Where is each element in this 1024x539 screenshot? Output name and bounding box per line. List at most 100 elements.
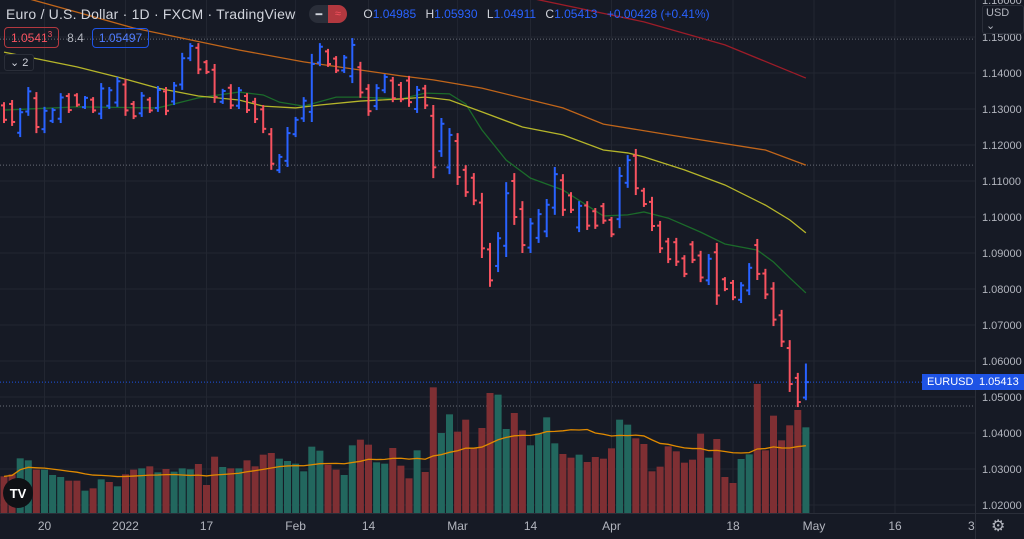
ohlc-bar: [543, 199, 550, 238]
visibility-toggle[interactable]: ━ ≈: [309, 5, 348, 23]
volume-bar: [640, 444, 648, 513]
ohlc-bar: [325, 48, 331, 67]
ohlc-bar: [252, 97, 259, 124]
ohlc-bar: [657, 220, 664, 253]
last-price-tag: EURUSD 1.05413: [922, 374, 1024, 390]
symbol-title[interactable]: Euro / U.S. Dollar · 1D · FXCM · Trading…: [6, 6, 296, 22]
volume-bar: [729, 483, 737, 513]
ohlc-bar: [195, 43, 202, 75]
volume-bar: [664, 446, 672, 513]
trade-panel: 1.05413 8.4 1.05497: [4, 27, 150, 48]
volume-bar: [275, 458, 283, 513]
ohlc-bar: [163, 87, 169, 116]
volume-bar: [527, 445, 534, 513]
ohlc-bar: [114, 76, 121, 107]
tradingview-logo[interactable]: TV: [3, 478, 33, 508]
ohlc-bar: [551, 166, 558, 215]
volume-bar: [575, 454, 583, 513]
ohlc-bar: [446, 128, 453, 175]
volume-bar: [713, 439, 721, 513]
price-tick-label: 1.15000: [982, 32, 1022, 44]
ohlc-bar: [9, 100, 16, 126]
ohlc-bar: [721, 277, 728, 292]
ohlc-bar: [187, 43, 194, 62]
bid-price: 1.0541: [11, 31, 48, 45]
open-value: 1.04985: [372, 7, 417, 21]
ohlc-bar: [284, 127, 291, 167]
minus-icon[interactable]: ━: [315, 8, 323, 21]
volume-bar: [65, 480, 73, 513]
currency-label: USD: [986, 7, 1010, 19]
chevron-down-icon: ⌄: [10, 57, 20, 69]
ohlc-bar: [57, 93, 64, 124]
ohlc-bar: [171, 82, 178, 106]
volume-bar: [49, 475, 57, 513]
price-tick-label: 1.16000: [982, 0, 1022, 7]
chart-legend: Euro / U.S. Dollar · 1D · FXCM · Trading…: [6, 5, 710, 23]
ohlc-bar: [122, 79, 129, 116]
ohlc-bar: [276, 154, 283, 174]
volume-bar: [365, 444, 372, 513]
ohlc-bar: [705, 254, 712, 286]
price-tick-label: 1.07000: [982, 320, 1022, 332]
approx-icon[interactable]: ≈: [328, 5, 348, 23]
volume-bar: [227, 468, 235, 513]
bid-pip: 3: [47, 30, 53, 39]
volume-bar: [235, 468, 243, 513]
volume-bar: [194, 464, 202, 513]
last-price-symbol: EURUSD: [927, 376, 974, 388]
indicators-toggle[interactable]: ⌄ 2: [4, 54, 35, 71]
volume-bar: [405, 478, 413, 513]
ohlc-bar: [430, 105, 437, 179]
volume-bar: [340, 475, 348, 513]
ohlc-bar: [130, 101, 137, 120]
volume-bar: [656, 466, 664, 513]
volume-bar: [454, 431, 462, 513]
volume-ma-line: [3, 428, 806, 478]
volume-bar: [680, 462, 688, 513]
ohlc-bar: [762, 268, 769, 300]
ohlc-bar: [179, 52, 186, 90]
time-tick-label: 18: [726, 519, 740, 533]
volume-bar: [591, 457, 599, 513]
volume-bar: [389, 448, 397, 513]
time-tick-label: Mar: [447, 519, 468, 533]
volume-bar: [373, 462, 381, 513]
price-tick-label: 1.03000: [982, 464, 1022, 476]
ohlc-bar: [689, 241, 696, 264]
ohlc-bar: [381, 74, 388, 94]
volume-bar: [397, 465, 405, 513]
buy-button[interactable]: 1.05497: [91, 27, 150, 48]
ohlc-bar: [65, 93, 72, 113]
volume-bar: [356, 439, 364, 513]
ohlc-bar: [422, 84, 429, 109]
volume-bar: [510, 413, 518, 513]
volume-bar: [57, 477, 65, 513]
volume-bar: [535, 433, 543, 513]
ohlc-bar: [802, 363, 809, 401]
sell-button[interactable]: 1.05413: [4, 27, 60, 48]
volume-bar: [616, 419, 624, 513]
volume-bar: [113, 486, 121, 513]
time-tick-label: 16: [888, 519, 902, 533]
ohlc-bar: [697, 250, 704, 283]
ohlc-bar: [438, 118, 445, 157]
volume-bar: [429, 387, 437, 513]
ohlc-bar: [535, 209, 542, 243]
price-tick-label: 1.12000: [982, 140, 1022, 152]
volume-bar: [778, 440, 786, 513]
price-tick-label: 1.14000: [982, 68, 1022, 80]
volume-bar: [332, 469, 340, 513]
volume-bar: [203, 485, 210, 513]
volume-bar: [146, 466, 154, 513]
ohlc-bar: [349, 38, 356, 84]
gear-icon[interactable]: ⚙: [991, 518, 1006, 535]
volume-bar: [292, 463, 300, 513]
ohlc-bar: [454, 133, 461, 185]
volume-bar: [518, 430, 526, 513]
ohlc-bar: [227, 84, 234, 109]
ma-line-green: [3, 91, 807, 294]
currency-select[interactable]: USD ⌄: [982, 5, 1024, 34]
ohlc-bar: [713, 242, 720, 305]
